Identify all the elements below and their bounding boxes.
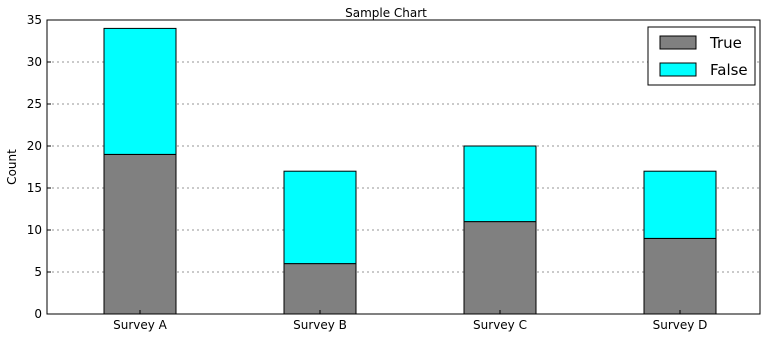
y-tick-label: 20 (27, 139, 42, 153)
gridlines (47, 61, 760, 273)
bar-false-survey-a (103, 27, 177, 155)
legend-label-true: True (709, 34, 742, 52)
x-axis-ticks: Survey A Survey B Survey C Survey D (113, 310, 707, 332)
y-tick-label: 25 (27, 97, 42, 111)
y-tick-label: 30 (27, 55, 42, 69)
y-tick-label: 5 (34, 265, 42, 279)
bars (103, 27, 717, 315)
bar-false-survey-d (643, 170, 717, 239)
bar-true-survey-a (103, 153, 177, 315)
x-tick-label: Survey D (653, 318, 708, 332)
plot-frame (46, 19, 761, 315)
y-tick-label: 0 (34, 307, 42, 321)
y-tick-label: 35 (27, 13, 42, 27)
bar-false-survey-b (283, 170, 357, 265)
x-tick-label: Survey B (293, 318, 347, 332)
x-tick-label: Survey C (473, 318, 527, 332)
bar-true-survey-b (283, 263, 357, 315)
legend-swatch-true (659, 35, 697, 50)
legend-swatch-false (659, 62, 697, 77)
bar-true-survey-d (643, 237, 717, 315)
y-axis-label: Count (5, 149, 19, 185)
y-tick-label: 15 (27, 181, 42, 195)
y-tick-label: 10 (27, 223, 42, 237)
legend: True False (647, 26, 756, 86)
x-tick-label: Survey A (113, 318, 168, 332)
y-axis-ticks: 0 5 10 15 20 25 30 35 (27, 13, 51, 321)
bar-false-survey-c (463, 145, 537, 223)
legend-label-false: False (710, 61, 748, 79)
chart-title: Sample Chart (345, 6, 427, 20)
bar-true-survey-c (463, 221, 537, 315)
